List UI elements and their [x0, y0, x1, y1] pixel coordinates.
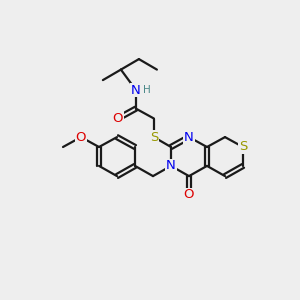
Text: O: O [76, 130, 86, 144]
Text: N: N [166, 159, 176, 172]
Text: N: N [131, 83, 141, 97]
Text: O: O [113, 112, 123, 125]
Text: S: S [150, 130, 158, 144]
Text: S: S [239, 140, 247, 154]
Text: N: N [184, 130, 194, 144]
Text: O: O [184, 188, 194, 202]
Text: H: H [143, 85, 151, 95]
